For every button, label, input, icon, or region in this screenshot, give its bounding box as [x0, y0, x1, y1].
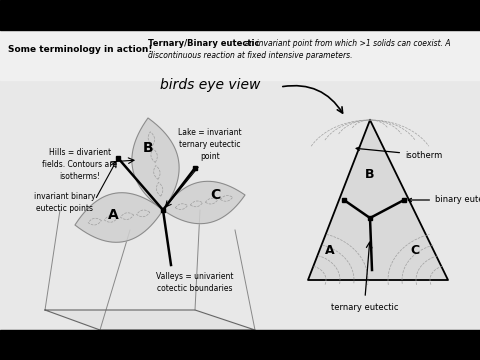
Bar	[0, 0, 480, 30]
Polygon shape	[75, 193, 163, 242]
Polygon shape	[308, 120, 448, 280]
Polygon shape	[163, 181, 245, 224]
Text: invariant binary
eutectic points: invariant binary eutectic points	[34, 192, 96, 213]
Text: C: C	[210, 188, 220, 202]
Bar	[0, 30, 480, 80]
Text: A: A	[108, 208, 119, 222]
Text: Lake = invariant
ternary eutectic
point: Lake = invariant ternary eutectic point	[178, 128, 242, 161]
Text: Valleys = univarient
cotectic boundaries: Valleys = univarient cotectic boundaries	[156, 272, 234, 293]
Polygon shape	[132, 118, 179, 210]
Polygon shape	[45, 310, 255, 330]
Text: – an invariant point from which >1 solids can coexist. A: – an invariant point from which >1 solid…	[236, 39, 451, 48]
Text: Hills = divarient
fields. Contours are
isotherms!: Hills = divarient fields. Contours are i…	[43, 148, 118, 181]
Text: B: B	[365, 168, 375, 181]
Text: isotherm: isotherm	[356, 147, 442, 159]
Text: binary eutectic: binary eutectic	[408, 195, 480, 204]
Text: Ternary/Binary eutectic: Ternary/Binary eutectic	[148, 39, 260, 48]
Text: Some terminology in action!: Some terminology in action!	[8, 45, 153, 54]
Text: birds eye view: birds eye view	[160, 78, 260, 92]
Text: C: C	[410, 243, 420, 256]
Text: B: B	[143, 141, 153, 155]
Text: ternary eutectic: ternary eutectic	[331, 302, 399, 311]
Text: A: A	[325, 243, 335, 256]
Text: discontinuous reaction at fixed intensive parameters.: discontinuous reaction at fixed intensiv…	[148, 51, 352, 60]
Bar	[0, 330, 480, 360]
